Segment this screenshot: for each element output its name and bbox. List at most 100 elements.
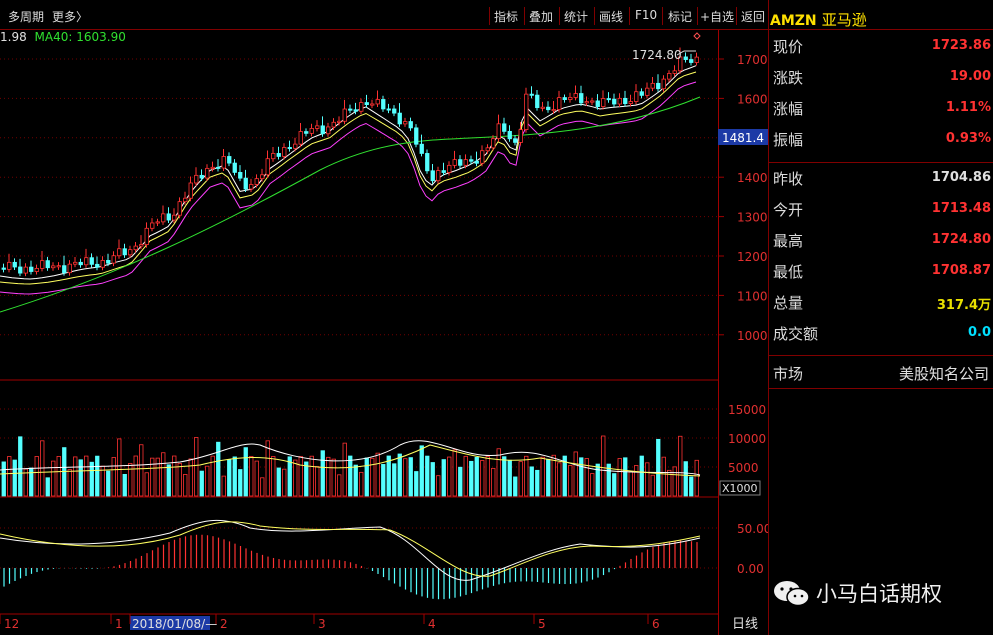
candle-body	[282, 147, 287, 157]
quote-label: 最高	[773, 232, 804, 250]
volume-bar	[326, 456, 331, 497]
volume-bar	[199, 470, 204, 497]
overlay-button[interactable]: 叠加	[529, 10, 554, 24]
volume-bar	[276, 467, 281, 497]
volume-bar	[397, 453, 402, 497]
candle-body	[562, 97, 567, 101]
volume-bar	[524, 455, 529, 497]
quote-row: 成交额 0.0	[773, 323, 991, 353]
candle-body	[199, 174, 204, 179]
volume-bar	[7, 456, 12, 497]
candle-body	[617, 97, 622, 105]
volume-bar	[117, 438, 122, 497]
candle-body	[408, 121, 413, 129]
volume-ma-line	[0, 444, 701, 477]
watermark-text: 小马白话期权	[816, 582, 942, 606]
volume-bar	[634, 465, 639, 497]
volume-bar	[172, 455, 177, 497]
draw-line-button[interactable]: 画线	[599, 10, 624, 24]
candle-body	[40, 260, 45, 269]
time-label: 3	[318, 617, 326, 631]
volume-bar	[359, 471, 364, 497]
volume-bar	[425, 455, 430, 497]
back-button[interactable]: 返回	[741, 10, 766, 24]
volume-bar	[381, 464, 386, 497]
multi-period-button[interactable]: 多周期	[8, 10, 45, 24]
volume-bar	[414, 471, 419, 497]
volume-bar	[106, 470, 111, 497]
volume-bar	[375, 452, 380, 497]
price-tick-label: 1000	[737, 329, 768, 343]
ma-line	[0, 71, 697, 285]
candle-body	[29, 266, 34, 272]
ma40-line	[0, 96, 701, 313]
volume-bar	[496, 448, 501, 497]
toolbar-separator	[489, 7, 490, 25]
quote-value: 1713.48	[931, 201, 991, 216]
candle-body	[177, 201, 182, 216]
kline-chart[interactable]: 17001600150014001300120011001000 1500010…	[0, 0, 768, 635]
f10-button[interactable]: F10	[635, 8, 658, 22]
price-tick-label: 1100	[737, 289, 768, 303]
volume-bar	[584, 458, 589, 497]
candle-body	[595, 100, 600, 107]
candle-body	[84, 257, 89, 266]
add-watchlist-button[interactable]: +自选	[700, 10, 735, 24]
volume-tick-label: 10000	[728, 432, 766, 446]
panel-divider	[769, 162, 993, 163]
volume-bar	[128, 463, 133, 497]
price-axis: 17001600150014001300120011001000	[718, 53, 768, 343]
volume-bar	[408, 457, 413, 497]
volume-bar	[573, 451, 578, 497]
volume-bar	[469, 460, 474, 497]
statistics-button[interactable]: 统计	[564, 10, 589, 24]
candle-body	[210, 166, 215, 169]
macd-axis: 50.00 0.00	[737, 522, 768, 576]
candle-body	[436, 170, 441, 182]
quote-label: 振幅	[773, 131, 804, 149]
candle-body	[430, 170, 435, 182]
volume-bar	[507, 459, 512, 497]
candle-body	[656, 82, 661, 90]
volume-bar	[612, 473, 617, 497]
candle-body	[1, 267, 6, 270]
volume-bars	[0, 435, 701, 497]
more-button[interactable]: 更多〉	[52, 8, 88, 25]
mark-button[interactable]: 标记	[668, 10, 693, 24]
wechat-icon	[774, 581, 810, 607]
indicator-button[interactable]: 指标	[494, 10, 519, 24]
candle-body	[661, 78, 666, 90]
candle-body	[117, 248, 122, 257]
candle-body	[513, 138, 518, 143]
candle-body	[579, 93, 584, 104]
price-tick-label: 1400	[737, 171, 768, 185]
period-label[interactable]: 日线	[732, 617, 758, 632]
quote-value: 1708.87	[931, 263, 991, 278]
candle-body	[546, 106, 551, 111]
volume-bar	[95, 455, 100, 497]
volume-bar	[694, 459, 699, 497]
volume-bar	[661, 456, 666, 497]
volume-bar	[579, 457, 584, 497]
volume-bar	[51, 460, 56, 497]
candle-body	[502, 123, 507, 132]
quote-label: 今开	[773, 201, 804, 219]
price-tick-label: 1600	[737, 92, 768, 106]
volume-bar	[689, 476, 694, 497]
candle-body	[232, 162, 237, 173]
volume-bar	[34, 456, 39, 497]
quote-label: 昨收	[773, 170, 804, 188]
candle-body	[419, 143, 424, 154]
macd-dea-line	[0, 521, 701, 577]
candle-body	[689, 59, 694, 63]
candle-body	[188, 182, 193, 199]
volume-bar	[271, 456, 276, 497]
volume-bar	[667, 469, 672, 497]
volume-tick-label: 5000	[728, 461, 759, 475]
candle-body	[540, 106, 545, 109]
toolbar-separator	[594, 7, 595, 25]
volume-bar	[320, 450, 325, 497]
quote-value: 1724.80	[931, 232, 991, 247]
candle-body	[23, 266, 28, 274]
volume-bar	[430, 462, 435, 497]
